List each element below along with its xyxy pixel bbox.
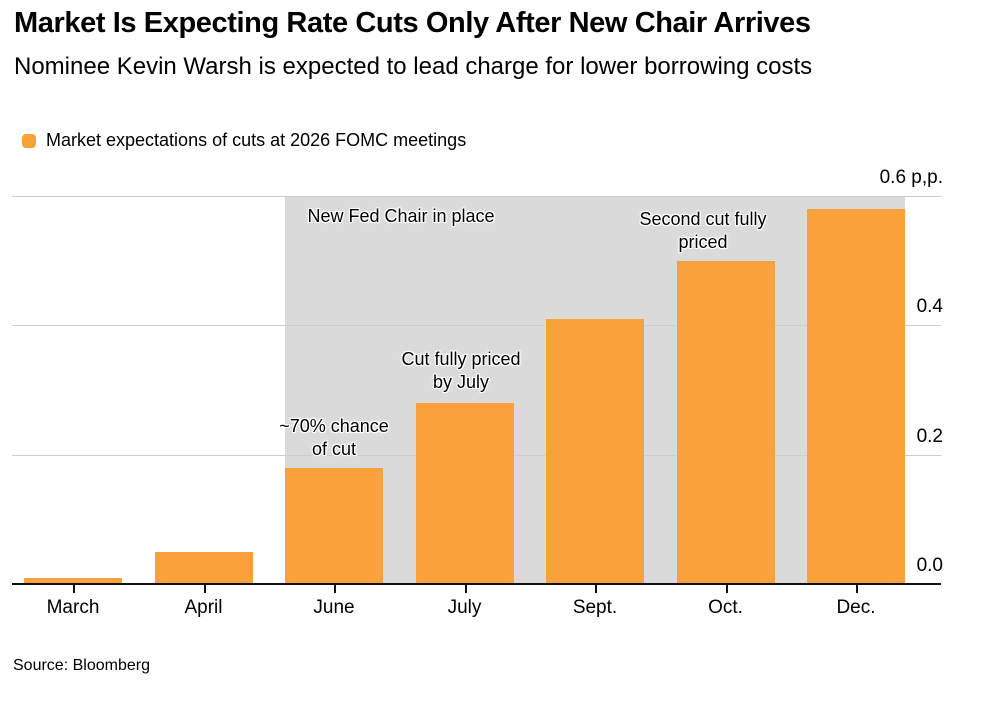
- x-tick: [464, 585, 467, 593]
- bar-dec: [807, 208, 905, 584]
- x-tick: [203, 585, 206, 593]
- bar-july: [415, 402, 514, 584]
- gridline-0.4: [12, 325, 941, 327]
- annotation-line: Second cut fully: [639, 209, 767, 229]
- legend-label: Market expectations of cuts at 2026 FOMC…: [46, 130, 467, 150]
- page-title: Market Is Expecting Rate Cuts Only After…: [14, 7, 811, 39]
- x-tick: [725, 585, 728, 593]
- legend: Market expectations of cuts at 2026 FOMC…: [22, 130, 466, 151]
- annotation-line: New Fed Chair in place: [307, 206, 495, 226]
- x-tick: [595, 585, 597, 593]
- x-tick-label-june: June: [313, 597, 355, 618]
- annotation-line: of cut: [311, 439, 357, 459]
- bar-oct: [676, 260, 775, 584]
- annotation-2: Second cut fully priced: [639, 208, 766, 254]
- source-text: Source: Bloomberg: [13, 657, 150, 674]
- x-tick-label-sept: Sept.: [572, 597, 618, 618]
- y-tick-label: 0.0: [916, 555, 943, 576]
- x-tick: [73, 585, 75, 593]
- annotation-1: New Fed Chair in place: [307, 205, 494, 228]
- x-tick-label-april: April: [184, 597, 223, 618]
- y-tick-label: 0.4: [916, 296, 943, 318]
- y-tick-label: 0.2: [916, 425, 943, 447]
- page-subtitle: Nominee Kevin Warsh is expected to lead …: [14, 53, 813, 80]
- x-tick-label-july: July: [447, 597, 482, 618]
- annotation-line: priced: [678, 232, 728, 252]
- x-tick-label-dec: Dec.: [836, 597, 876, 618]
- plot-area: 0.0 0.2 0.4 0.6 p,p. New Fed Chair in place S…: [12, 167, 943, 584]
- gridline-0.6.: [12, 196, 941, 197]
- x-axis-line: [12, 583, 941, 585]
- bar-sept: [546, 318, 644, 584]
- legend-swatch-icon: [22, 133, 36, 148]
- annotation-3: Cut fully priced by July: [401, 348, 520, 394]
- x-tick-label-march: March: [46, 597, 100, 618]
- annotation-line: Cut fully priced: [401, 349, 521, 369]
- annotation-line: ~70% chance: [279, 416, 389, 436]
- annotation-4: ~70% chance of cut: [279, 415, 389, 461]
- y-tick-label: 0.6 p,p.: [879, 167, 943, 188]
- annotation-line: by July: [432, 372, 490, 392]
- x-tick: [856, 585, 858, 593]
- bar-april: [154, 551, 253, 584]
- x-tick-label-oct: Oct.: [708, 597, 743, 618]
- bar-march: [24, 577, 122, 584]
- x-tick: [334, 585, 336, 593]
- bar-june: [285, 467, 383, 584]
